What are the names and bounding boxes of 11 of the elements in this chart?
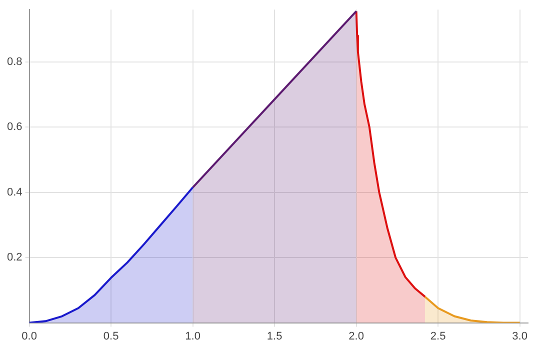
x-tick-label: 3.0: [512, 330, 528, 342]
x-tick-label: 0.5: [103, 330, 119, 342]
x-tick-label: 2.0: [348, 330, 364, 342]
y-tick-label: 0.2: [6, 252, 22, 264]
x-tick-label: 2.5: [430, 330, 446, 342]
x-tick-label: 1.5: [266, 330, 282, 342]
y-tick-label: 0.6: [6, 121, 22, 134]
y-tick-label: 0.8: [6, 56, 22, 68]
x-tick-label: 1.0: [185, 330, 200, 342]
y-tick-label: 0.4: [6, 186, 22, 198]
x-tick-label: 0.0: [22, 330, 37, 342]
